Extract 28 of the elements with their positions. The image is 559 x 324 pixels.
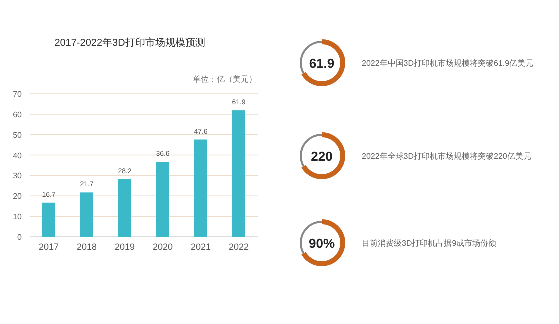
bar bbox=[80, 192, 94, 237]
y-tick-label: 70 bbox=[13, 90, 23, 99]
x-tick-label: 2020 bbox=[152, 242, 174, 252]
bar bbox=[42, 202, 56, 237]
x-tick-label: 2022 bbox=[228, 242, 250, 252]
text: 目前消费级3D打印机占据9成市场份额 bbox=[362, 239, 497, 248]
y-tick-label: 60 bbox=[13, 110, 23, 120]
text: 61.9 bbox=[309, 56, 335, 71]
y-tick-label: 30 bbox=[13, 172, 23, 181]
bar bbox=[232, 110, 246, 237]
y-tick-label: 50 bbox=[13, 130, 23, 140]
y-tick-label: 0 bbox=[18, 233, 23, 242]
x-tick-label: 2017 bbox=[38, 242, 60, 252]
text: 2022年中国3D打印机市场规模将突破61.9亿美元 bbox=[362, 59, 534, 68]
y-tick-label: 20 bbox=[13, 192, 23, 202]
chart-title: 2017-2022年3D打印市场规模预测 bbox=[54, 37, 206, 49]
y-axis-title: 单位：亿（美元） bbox=[193, 75, 257, 84]
text: 90% bbox=[308, 236, 336, 251]
y-tick-label: 10 bbox=[13, 212, 23, 222]
x-tick-label: 2021 bbox=[190, 242, 212, 252]
x-tick-label: 2019 bbox=[114, 242, 136, 252]
x-tick-label: 2018 bbox=[76, 242, 98, 252]
bar bbox=[118, 179, 132, 237]
bar bbox=[156, 162, 170, 237]
bar bbox=[194, 140, 208, 237]
text: 2022年全球3D打印机市场规模将突破220亿美元 bbox=[362, 152, 532, 161]
y-tick-label: 40 bbox=[13, 151, 23, 160]
text: 220 bbox=[311, 149, 333, 164]
